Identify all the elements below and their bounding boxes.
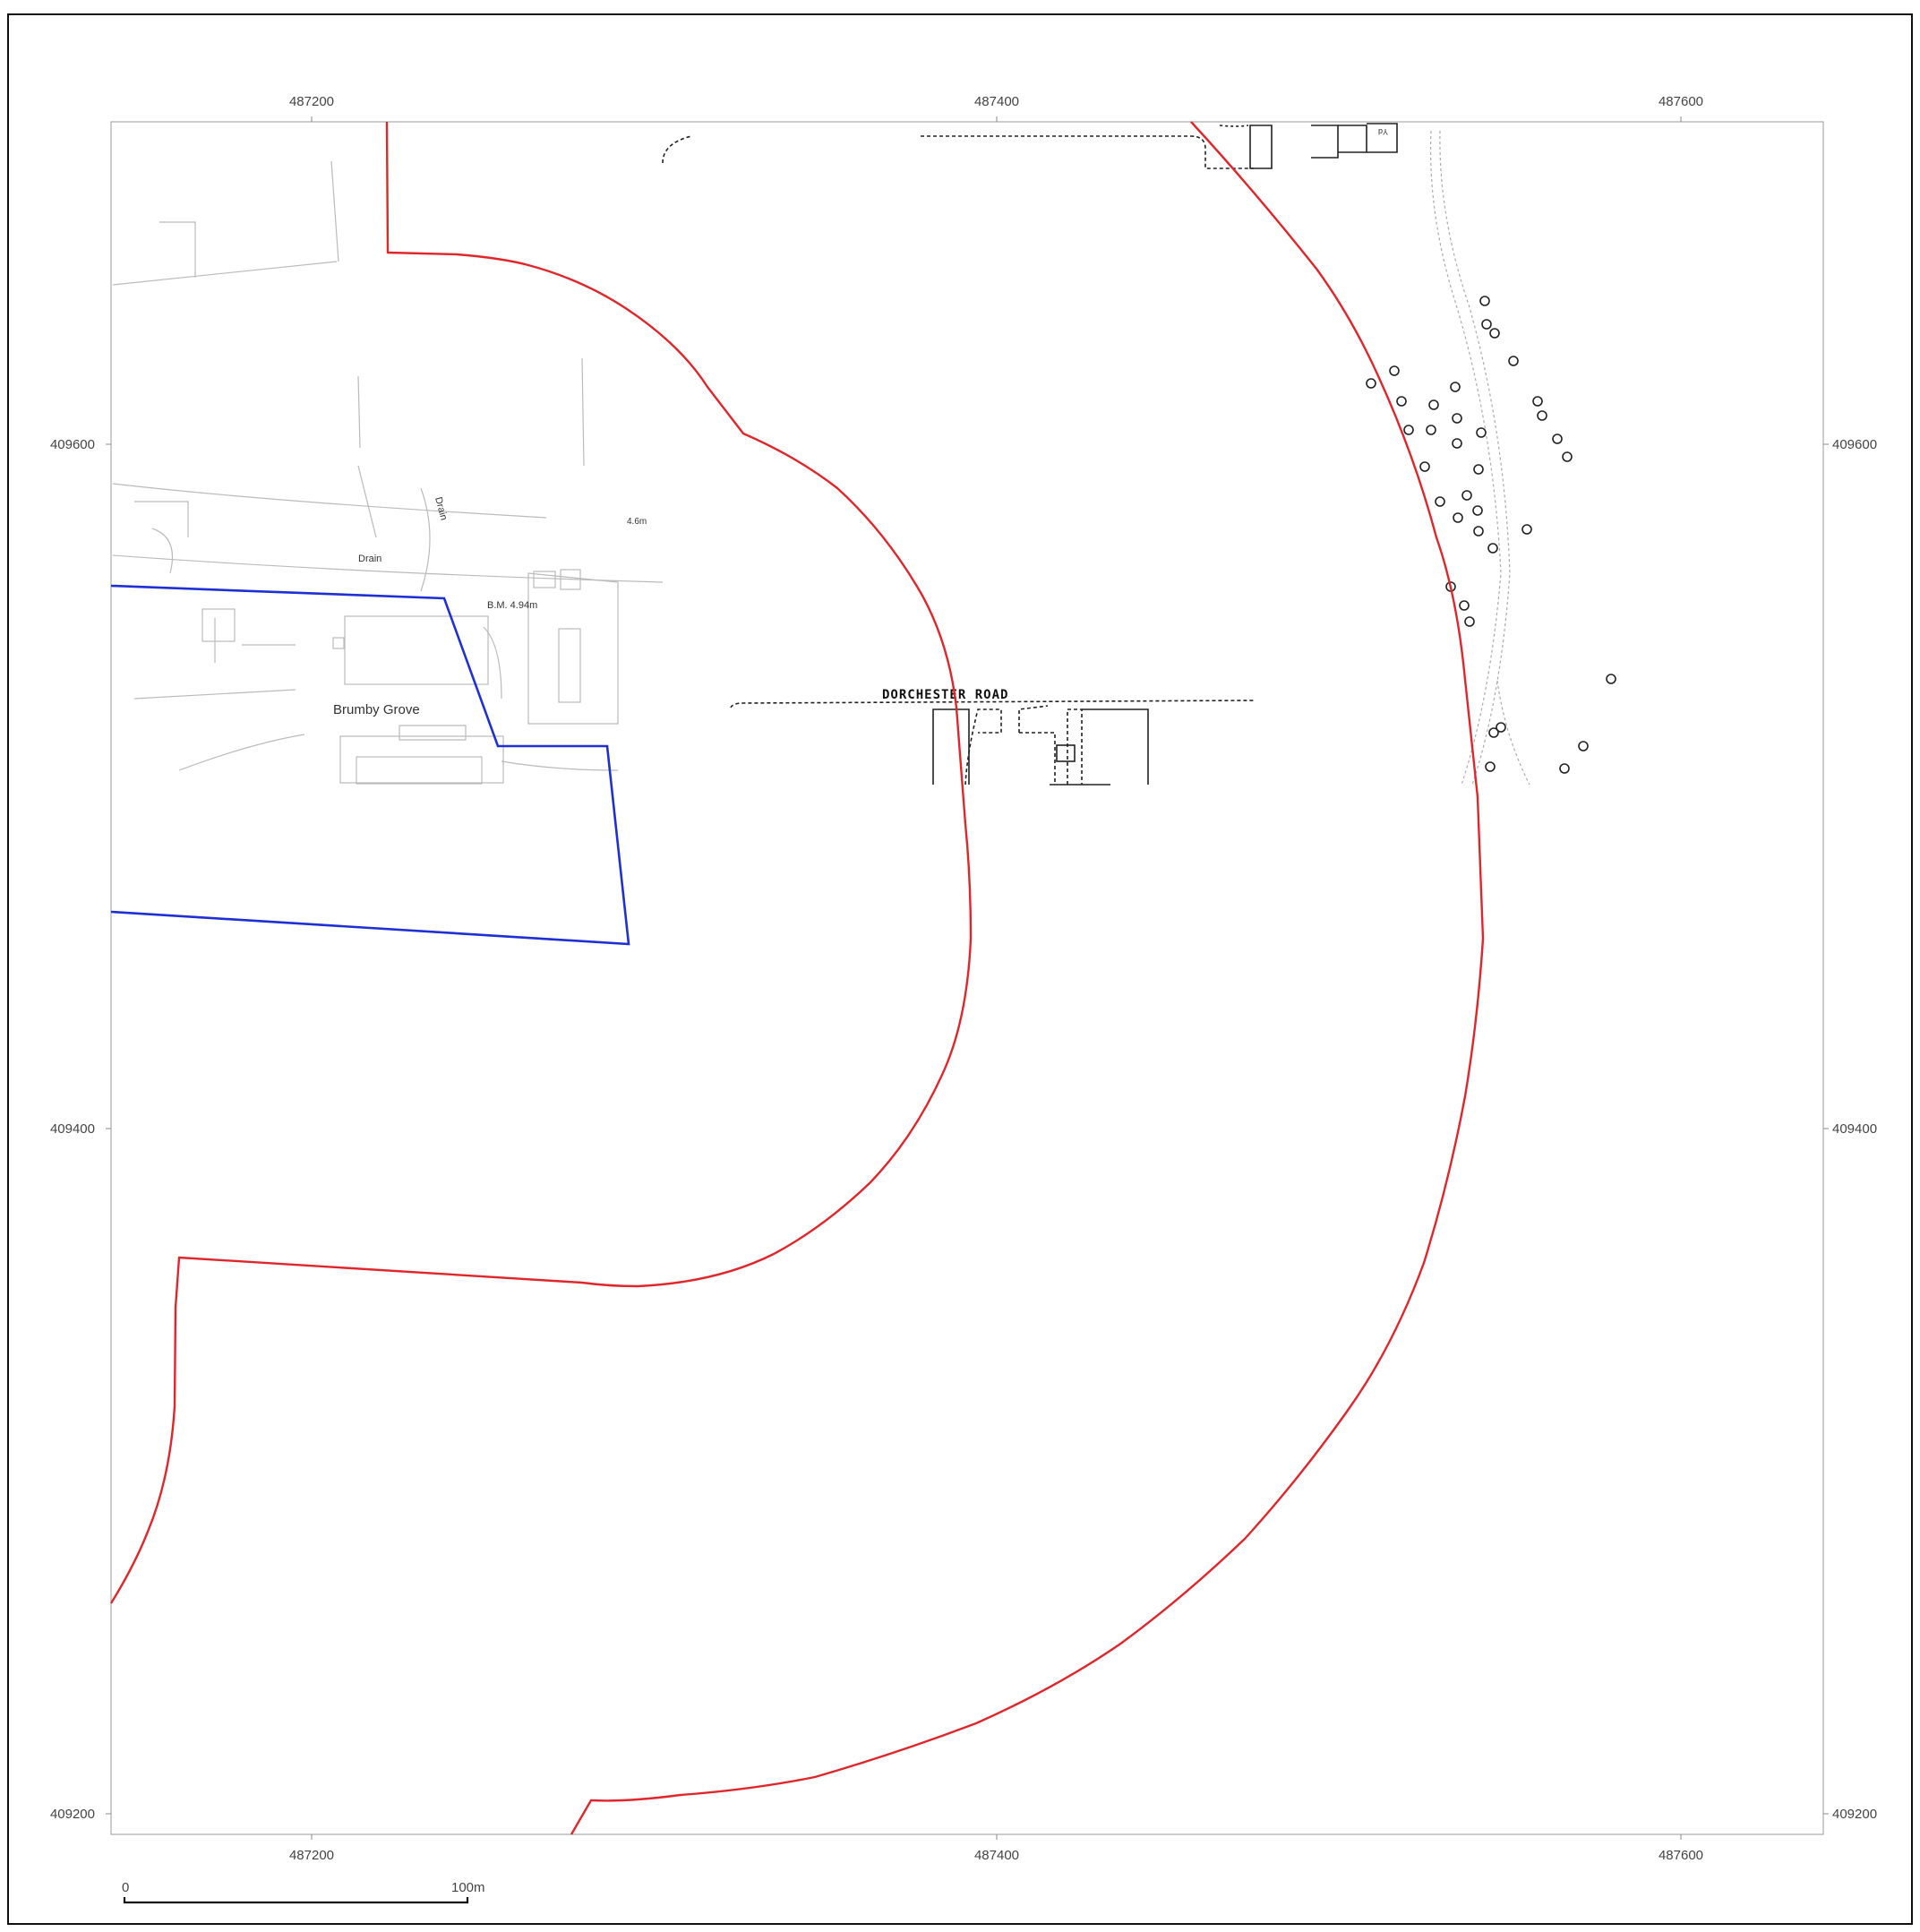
label-spot-height: 4.6m [627, 517, 647, 527]
map-panel-border [110, 121, 1824, 1835]
grid-label-left-409600: 409600 [50, 437, 95, 452]
label-benchmark: B.M. 4.94m [487, 600, 537, 611]
label-drain-vertical: Drain [433, 496, 449, 522]
grid-label-top-487400: 487400 [974, 94, 1019, 109]
scale-bar: 0 100m [122, 1880, 485, 1904]
buffer-outline-inner [109, 121, 973, 1604]
tree-symbols [1366, 296, 1616, 774]
label-building-tag: Yd [1378, 127, 1388, 136]
grid-ticks [106, 116, 1829, 1840]
site-boundary-blue [110, 584, 630, 946]
road-label-dorchester-road: DORCHESTER ROAD [882, 688, 1008, 702]
place-label-brumby-grove: Brumby Grove [333, 702, 420, 717]
grid-label-top-487200: 487200 [289, 94, 334, 109]
grid-label-bottom-487200: 487200 [289, 1848, 334, 1863]
grid-label-right-409200: 409200 [1832, 1807, 1877, 1822]
map-frame [7, 13, 1913, 1925]
buffer-outline-outer [570, 121, 1485, 1835]
grid-label-left-409200: 409200 [50, 1807, 95, 1822]
scale-bar-end-label: 100m [451, 1880, 485, 1895]
grid-label-bottom-487400: 487400 [974, 1848, 1019, 1863]
grid-label-bottom-487600: 487600 [1659, 1848, 1703, 1863]
base-map-detail [662, 123, 1530, 786]
base-map-faint [112, 160, 664, 785]
grid-label-top-487600: 487600 [1659, 94, 1703, 109]
label-drain-horizontal: Drain [358, 554, 381, 564]
scale-bar-line [123, 1897, 469, 1904]
grid-label-right-409400: 409400 [1832, 1121, 1877, 1137]
grid-label-right-409600: 409600 [1832, 437, 1877, 452]
scale-bar-start-label: 0 [122, 1880, 129, 1895]
grid-label-left-409400: 409400 [50, 1121, 95, 1137]
